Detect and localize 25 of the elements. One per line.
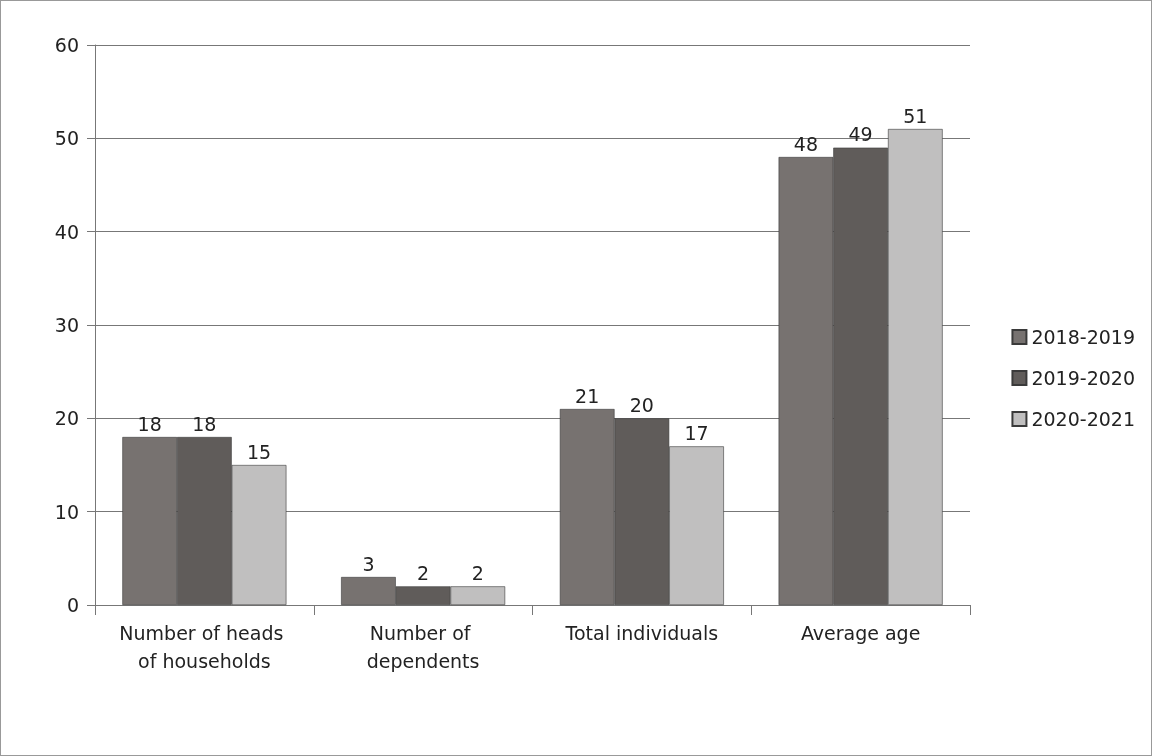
data-label: 48 bbox=[793, 132, 819, 155]
y-tick-label: 40 bbox=[54, 220, 79, 243]
data-label: 21 bbox=[575, 384, 600, 407]
data-label: 15 bbox=[246, 440, 272, 463]
y-tick-label: 20 bbox=[54, 407, 79, 430]
legend-label: 2019-2020 bbox=[1031, 367, 1136, 389]
data-label: 18 bbox=[192, 412, 217, 435]
data-label: 2 bbox=[471, 561, 484, 584]
y-tick-label: 50 bbox=[54, 127, 79, 150]
data-label: 2 bbox=[417, 561, 430, 584]
y-tick-label: 10 bbox=[54, 500, 79, 523]
legend-label: 2018-2019 bbox=[1031, 326, 1136, 348]
x-tick-label: Total individuals bbox=[564, 622, 719, 644]
data-label: 17 bbox=[684, 421, 709, 444]
data-label: 3 bbox=[362, 552, 375, 575]
data-label: 20 bbox=[629, 393, 654, 416]
y-tick-label: 0 bbox=[66, 594, 79, 616]
y-tick-label: 60 bbox=[54, 34, 79, 56]
data-label: 51 bbox=[903, 104, 928, 127]
y-tick-label: 30 bbox=[54, 314, 79, 336]
x-tick-label: Number of dependents bbox=[366, 622, 480, 672]
data-label: 18 bbox=[137, 412, 162, 435]
x-tick-label: Average age bbox=[800, 622, 921, 644]
legend-label: 2020-2021 bbox=[1031, 408, 1136, 430]
x-tick-label: Number of heads of households bbox=[119, 622, 290, 672]
